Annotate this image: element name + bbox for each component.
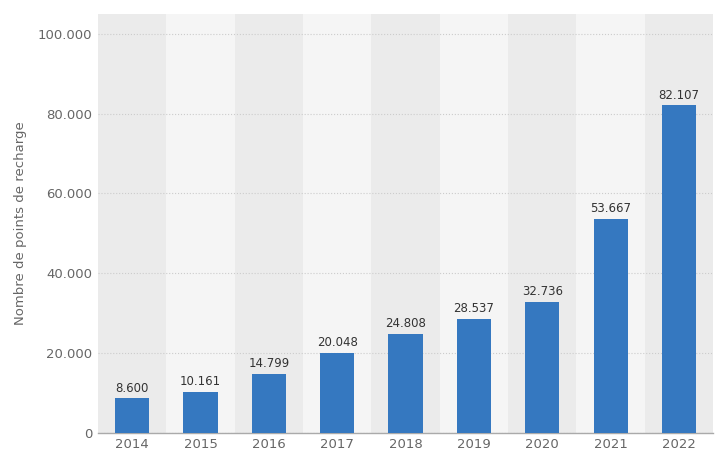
Bar [98, 14, 166, 432]
Bar [645, 14, 713, 432]
Text: 24.808: 24.808 [385, 317, 426, 330]
Bar [440, 14, 508, 432]
Bar [166, 14, 235, 432]
Text: 82.107: 82.107 [659, 88, 699, 101]
Text: 10.161: 10.161 [180, 375, 221, 388]
Bar [593, 219, 627, 432]
Bar [662, 105, 696, 432]
Bar [320, 352, 354, 432]
Bar [183, 392, 217, 432]
Bar [508, 14, 577, 432]
Text: 53.667: 53.667 [590, 202, 631, 215]
Text: 32.736: 32.736 [522, 286, 563, 299]
Bar [577, 14, 645, 432]
Bar [115, 398, 149, 432]
Text: 14.799: 14.799 [249, 357, 289, 370]
Bar [252, 373, 286, 432]
Bar [371, 14, 440, 432]
Text: 28.537: 28.537 [454, 302, 494, 315]
Text: 8.600: 8.600 [116, 382, 149, 395]
Bar [235, 14, 303, 432]
Bar [303, 14, 371, 432]
Bar [388, 334, 422, 432]
Bar [525, 302, 559, 432]
Y-axis label: Nombre de points de recharge: Nombre de points de recharge [14, 121, 27, 325]
Bar [457, 319, 491, 432]
Text: 20.048: 20.048 [317, 336, 358, 349]
